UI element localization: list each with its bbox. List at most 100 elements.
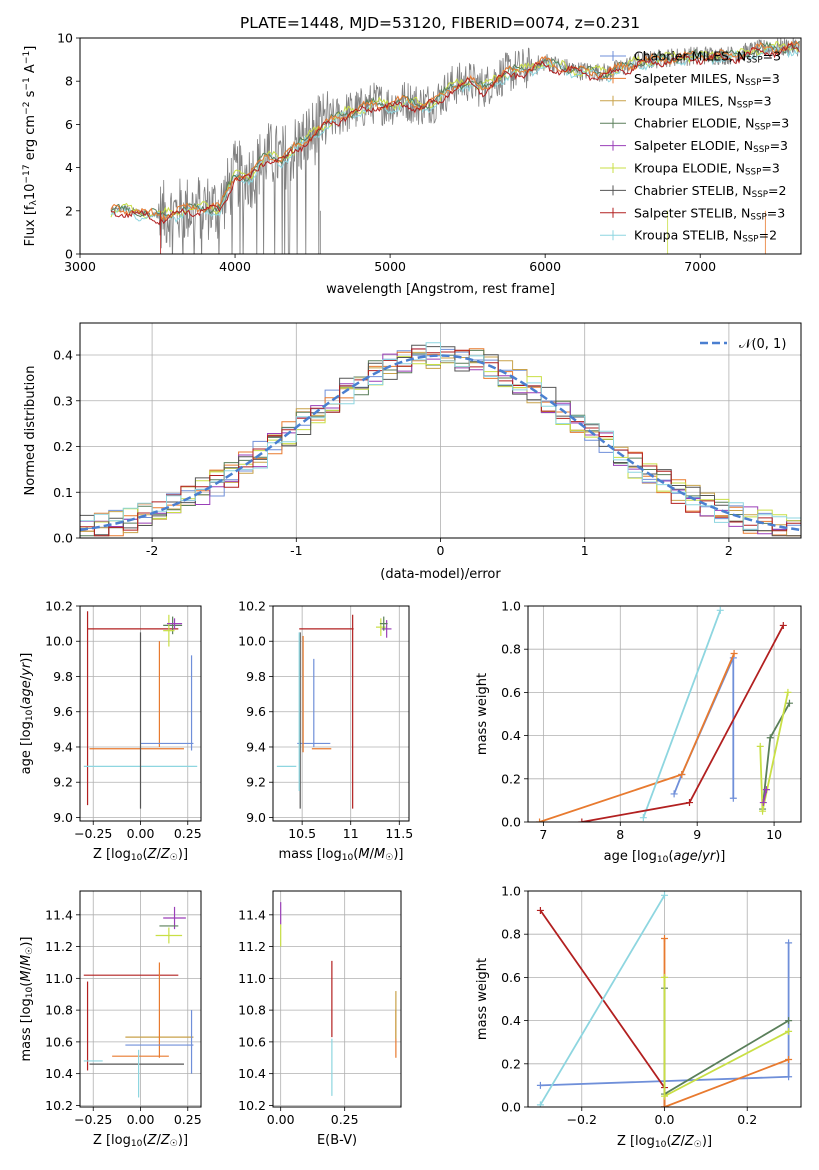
mass-weight-line <box>539 653 735 822</box>
legend: 𝒩(0, 1) <box>700 337 786 352</box>
plot-area <box>536 606 793 822</box>
mass-weight-marker <box>759 799 767 807</box>
axes-age-vs-Z: −0.25 0.00 0.25 9.0 9.2 9.4 9.6 9.8 10.0 10.2 Z [l… <box>19 599 202 864</box>
y-tick-label: 10.2 <box>45 1098 73 1113</box>
y-tick-label: 0.4 <box>501 1013 521 1028</box>
mass-weight-marker <box>685 799 693 807</box>
axes-frame <box>79 37 802 255</box>
y-tick-label: 9.8 <box>246 669 266 684</box>
y-tick-label: 0.2 <box>501 771 521 786</box>
y-axis-label: mass weight <box>475 958 490 1040</box>
x-tick-label: 9 <box>693 827 701 842</box>
x-tick-label: 6000 <box>529 259 561 274</box>
y-axis-label: Normed distribution <box>23 366 38 496</box>
legend-label: Chabrier ELODIE, NSSP=3 <box>634 116 789 133</box>
y-tick-label: 10.8 <box>238 1003 266 1018</box>
mass-weight-marker <box>729 794 737 802</box>
mass-weight-marker <box>785 939 793 947</box>
y-tick-label: 9.6 <box>246 704 266 719</box>
y-tick-label: 0.8 <box>501 642 521 657</box>
x-tick-label: 2 <box>725 543 733 558</box>
y-tick-label: 11.4 <box>238 907 266 922</box>
y-tick-label: 11.2 <box>238 939 266 954</box>
mass-weight-marker <box>661 891 668 899</box>
plot-area <box>276 614 392 809</box>
x-axis-label: Z [log10(Z/Z☉)] <box>617 1134 712 1150</box>
legend-label: Chabrier MILES, NSSP=3 <box>634 49 781 66</box>
mass-weight-line <box>663 938 789 1107</box>
axes-frame <box>79 322 802 539</box>
x-tick-label: 0 <box>437 543 445 558</box>
x-tick-label: 0.25 <box>174 826 202 841</box>
y-tick-label: 6 <box>65 117 73 132</box>
plot-area <box>280 902 397 1096</box>
x-tick-label: 0.0 <box>655 1112 675 1127</box>
model-spectrum <box>110 44 800 224</box>
y-tick-label: 10.8 <box>45 1003 73 1018</box>
x-axis-label: wavelength [Angstrom, rest frame] <box>326 282 555 297</box>
mass-weight-marker <box>716 606 724 614</box>
y-tick-label: 0.4 <box>53 348 73 363</box>
y-tick-label: 9.4 <box>53 739 73 754</box>
y-tick-label: 9.2 <box>246 775 266 790</box>
y-tick-label: 0.6 <box>501 970 521 985</box>
mass-weight-marker <box>785 1027 793 1035</box>
x-tick-label: 8 <box>616 827 624 842</box>
x-tick-label: 0.25 <box>331 1112 359 1127</box>
legend-label: Kroupa MILES, NSSP=3 <box>634 93 772 110</box>
y-tick-label: 11.4 <box>45 907 73 922</box>
plot-area <box>83 906 194 1098</box>
mass-weight-marker <box>756 742 764 750</box>
y-tick-label: 10.4 <box>45 1066 73 1081</box>
x-tick-label: 1 <box>581 543 589 558</box>
mass-weight-line <box>539 894 666 1106</box>
x-tick-label: 11 <box>343 826 359 841</box>
y-axis-label: age [log10(age/yr)] <box>19 653 35 775</box>
x-tick-label: 0.25 <box>174 1112 202 1127</box>
plot-area <box>80 342 801 537</box>
x-tick-label: 3000 <box>64 259 96 274</box>
mass-weight-line <box>642 609 722 819</box>
y-tick-label: 11.0 <box>45 971 73 986</box>
x-tick-label: 10 <box>766 827 782 842</box>
y-tick-label: 9.4 <box>246 739 266 754</box>
axes-frame <box>272 890 402 1108</box>
x-tick-label: 4000 <box>219 259 251 274</box>
mass-weight-marker <box>784 688 792 696</box>
y-tick-label: 2 <box>65 203 73 218</box>
y-tick-label: 0.2 <box>53 439 73 454</box>
x-tick-label: -1 <box>290 543 302 558</box>
legend-label: Kroupa ELODIE, NSSP=3 <box>634 161 780 178</box>
axes-frame <box>527 605 802 823</box>
y-tick-label: 9.0 <box>53 810 73 825</box>
y-tick-label: 1.0 <box>501 599 521 614</box>
y-tick-label: 11.0 <box>238 971 266 986</box>
mass-weight-marker <box>785 699 793 707</box>
y-axis-label: mass [log10(M/M☉)] <box>19 937 35 1062</box>
x-tick-label: 7 <box>539 827 547 842</box>
y-tick-label: 0.8 <box>501 927 521 942</box>
mass-weight-marker <box>536 1081 544 1089</box>
model-spectrum <box>110 42 800 226</box>
x-tick-label: 0.2 <box>737 1112 757 1127</box>
mass-weight-marker <box>730 650 738 658</box>
mass-weight-marker <box>678 770 686 778</box>
y-tick-label: 10.6 <box>238 1034 266 1049</box>
legend-label: Salpeter ELODIE, NSSP=3 <box>634 138 788 155</box>
axes-frame <box>527 890 802 1108</box>
mass-weight-marker <box>661 935 668 943</box>
mass-weight-marker <box>536 818 544 822</box>
axes-frame <box>79 605 202 822</box>
legend-label: Chabrier STELIB, NSSP=2 <box>634 183 786 200</box>
mass-weight-marker <box>578 818 586 822</box>
legend-label: Salpeter STELIB, NSSP=3 <box>634 205 785 222</box>
x-tick-label: −0.25 <box>74 1112 112 1127</box>
plot-area <box>83 611 198 809</box>
mass-weight-marker <box>536 906 544 914</box>
axes-age-vs-mass: 10.5 11 11.5 9.0 9.2 9.4 9.6 9.8 10.0 10.2 mass [l… <box>238 599 413 864</box>
observed-spectrum <box>110 38 800 254</box>
plot-area <box>110 38 800 254</box>
y-tick-label: 4 <box>65 160 73 175</box>
x-axis-label: (data-model)/error <box>380 567 501 582</box>
